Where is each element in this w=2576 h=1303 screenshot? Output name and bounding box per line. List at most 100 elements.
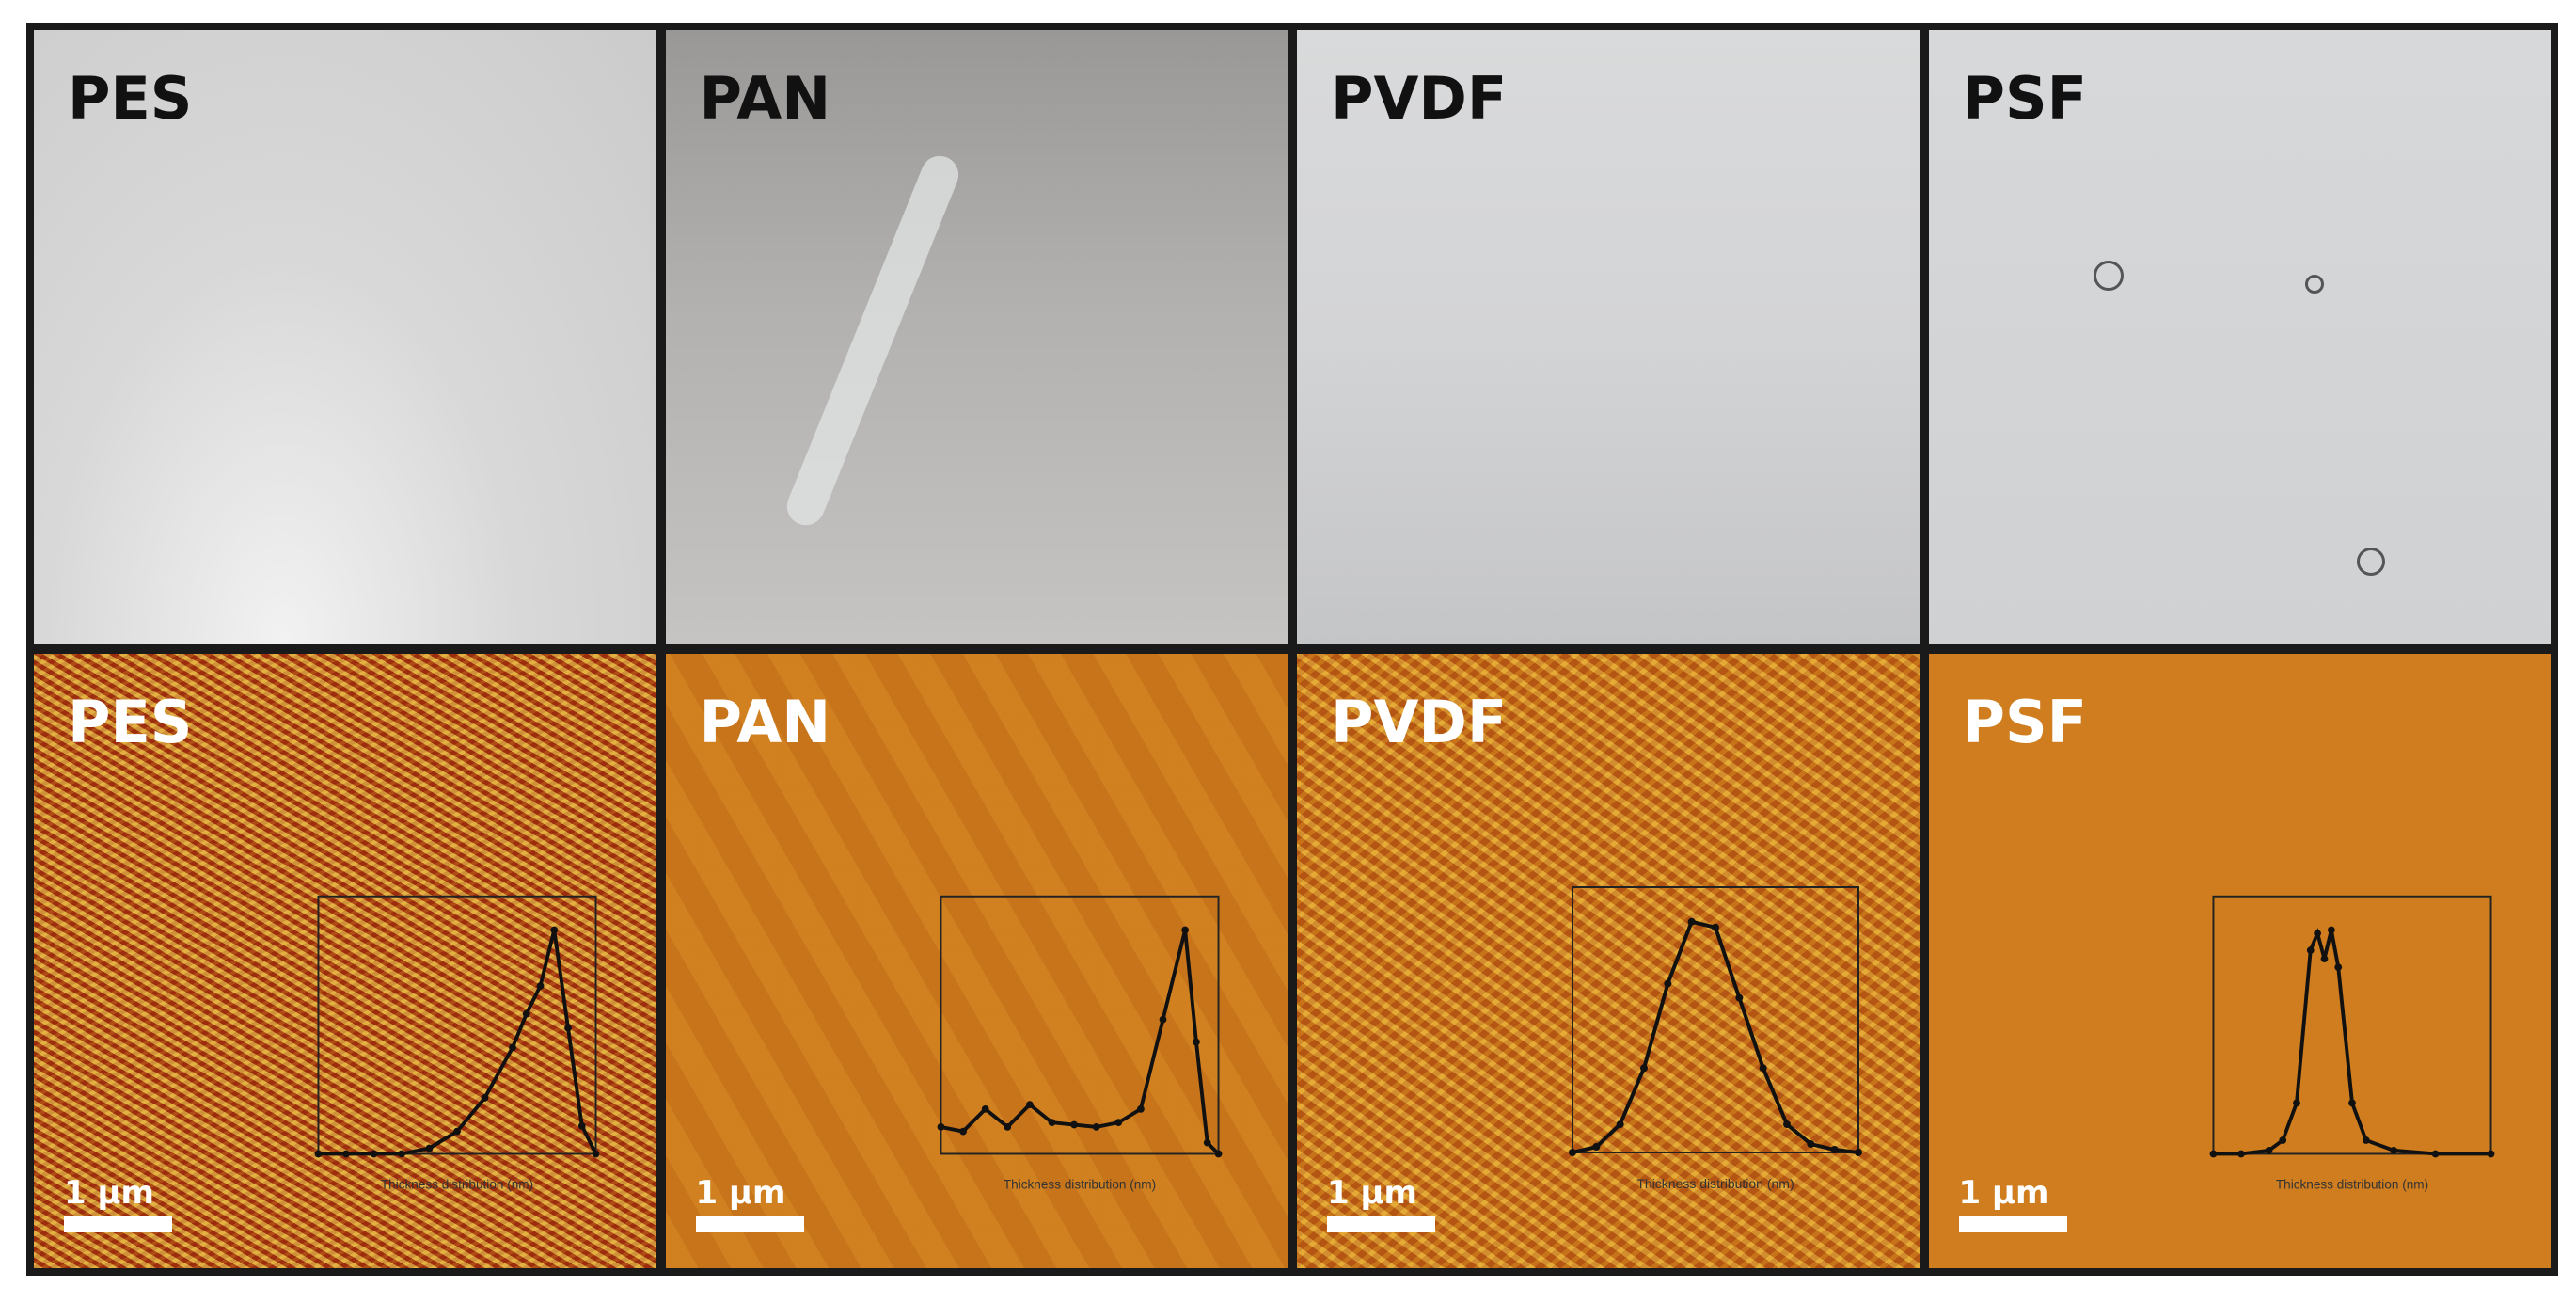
scale-bar — [1327, 1216, 1435, 1232]
surface-defect — [2356, 548, 2385, 576]
distribution-line — [940, 929, 1220, 1155]
x-axis-label: Thickness distribution (nm) — [2275, 1177, 2427, 1191]
data-point — [453, 1127, 461, 1136]
data-point — [1616, 1120, 1624, 1129]
data-point — [509, 1043, 516, 1052]
data-point — [2333, 963, 2342, 972]
distribution-inset: Thickness distribution (nm) — [1565, 880, 1866, 1200]
inset-frame — [940, 895, 1219, 1155]
data-point — [1192, 1038, 1200, 1046]
panel-label: PES — [68, 688, 193, 756]
scale-bar — [695, 1216, 804, 1232]
data-point — [1807, 1140, 1815, 1149]
data-point — [2265, 1146, 2272, 1154]
distribution-chart: Thickness distribution (nm) — [314, 895, 600, 1191]
afm-panel-pvdf: PVDF Thickness distribution (nm) 1 µm — [1297, 654, 1920, 1268]
x-axis-label: Thickness distribution (nm) — [1003, 1177, 1155, 1191]
photo-panel-pvdf: PVDF — [1297, 30, 1920, 644]
data-point — [522, 1009, 530, 1018]
panel-label: PVDF — [1331, 688, 1508, 756]
data-point — [2313, 930, 2321, 937]
data-point — [2487, 1150, 2494, 1158]
data-point — [1830, 1146, 1839, 1154]
data-point — [1003, 1123, 1011, 1131]
panel-label: PVDF — [1331, 64, 1508, 133]
data-point — [2320, 955, 2328, 962]
x-axis-label: Thickness distribution (nm) — [1636, 1176, 1794, 1191]
data-point — [1136, 1104, 1145, 1113]
data-point — [1735, 993, 1744, 1002]
data-point — [398, 1150, 405, 1158]
data-point — [1783, 1120, 1791, 1129]
x-axis-label: Thickness distribution (nm) — [381, 1177, 533, 1191]
afm-panel-psf: PSF Thickness distribution (nm) 1 µm — [1928, 654, 2551, 1268]
data-point — [1687, 917, 1696, 926]
data-point — [1214, 1150, 1222, 1158]
panel-label: PAN — [699, 64, 831, 133]
data-point — [1640, 1064, 1648, 1073]
data-point — [2236, 1150, 2245, 1158]
figure-grid: PES PAN PVDF PSF PES Thickness distribut… — [26, 23, 2558, 1276]
data-point — [550, 926, 559, 934]
panel-label: PAN — [699, 688, 831, 756]
data-point — [1092, 1123, 1100, 1131]
data-point — [592, 1150, 600, 1158]
data-point — [1069, 1120, 1078, 1129]
distribution-inset: Thickness distribution (nm) — [929, 889, 1230, 1200]
data-point — [577, 1121, 586, 1130]
data-point — [1180, 926, 1189, 934]
data-point — [1855, 1149, 1862, 1156]
data-point — [2306, 946, 2315, 954]
inset-frame — [317, 895, 597, 1155]
inset-frame — [1572, 886, 1859, 1153]
data-point — [2209, 1150, 2217, 1158]
data-point — [2292, 1099, 2300, 1107]
scale-label: 1 µm — [1958, 1174, 2049, 1212]
data-point — [1592, 1143, 1601, 1152]
data-point — [2431, 1150, 2439, 1158]
data-point — [1712, 923, 1719, 931]
distribution-inset: Thickness distribution (nm) — [307, 889, 608, 1200]
surface-defect — [2304, 275, 2324, 294]
scale-label: 1 µm — [695, 1174, 786, 1212]
data-point — [937, 1123, 944, 1131]
photo-panel-pan: PAN — [665, 30, 1288, 644]
data-point — [342, 1150, 350, 1158]
data-point — [1025, 1101, 1034, 1108]
scale-bar — [1958, 1216, 2067, 1232]
distribution-chart: Thickness distribution (nm) — [937, 895, 1222, 1191]
distribution-chart: Thickness distribution (nm) — [1569, 886, 1862, 1191]
data-point — [2347, 1099, 2356, 1107]
data-point — [314, 1150, 323, 1158]
distribution-inset: Thickness distribution (nm) — [2202, 889, 2503, 1200]
distribution-line — [2212, 928, 2491, 1156]
data-point — [536, 982, 545, 990]
scale-label: 1 µm — [64, 1174, 154, 1212]
data-point — [1664, 979, 1672, 988]
scale-bar — [64, 1216, 172, 1232]
data-point — [981, 1104, 989, 1113]
data-point — [2327, 926, 2335, 934]
data-point — [1759, 1064, 1767, 1073]
data-point — [481, 1094, 489, 1102]
distribution-line — [1572, 919, 1859, 1154]
data-point — [370, 1150, 378, 1158]
afm-panel-pan: PAN Thickness distribution (nm) 1 µm — [665, 654, 1288, 1268]
photo-panel-pes: PES — [34, 30, 656, 644]
surface-streak — [781, 150, 964, 532]
photo-panel-psf: PSF — [1928, 30, 2551, 644]
distribution-chart: Thickness distribution (nm) — [2209, 895, 2494, 1191]
inset-frame — [2212, 895, 2491, 1155]
scale-label: 1 µm — [1327, 1174, 1417, 1212]
distribution-line — [318, 929, 598, 1156]
surface-defect — [2093, 261, 2124, 291]
data-point — [425, 1144, 434, 1152]
data-point — [2362, 1136, 2370, 1144]
panel-label: PSF — [1962, 64, 2087, 133]
panel-label: PES — [68, 64, 193, 133]
data-point — [1159, 1015, 1166, 1024]
data-point — [1114, 1119, 1122, 1127]
data-point — [564, 1024, 572, 1032]
data-point — [2278, 1136, 2286, 1144]
panel-label: PSF — [1962, 688, 2087, 756]
